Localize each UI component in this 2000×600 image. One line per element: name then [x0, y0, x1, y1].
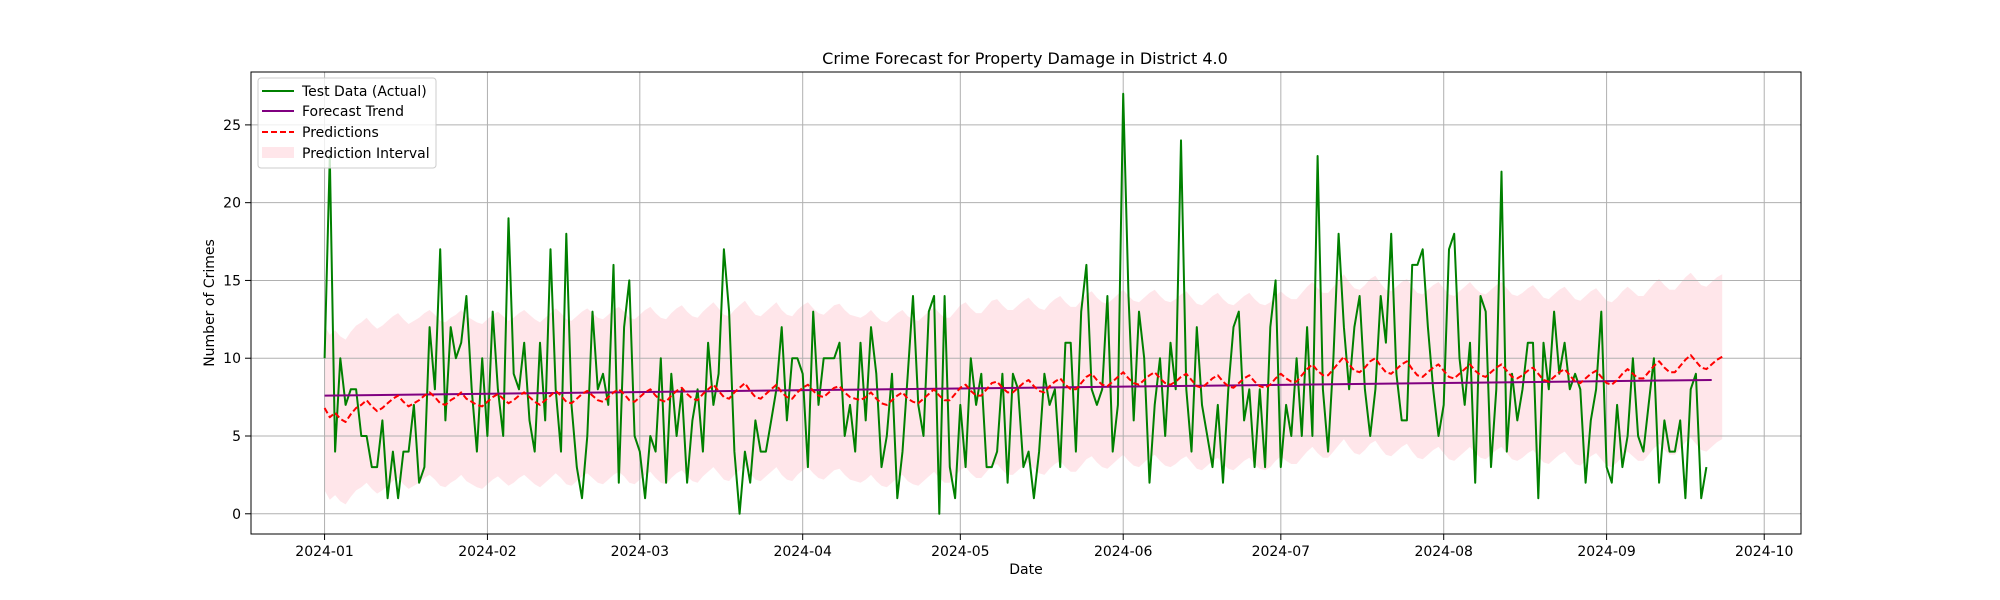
y-tick-label: 20 [223, 196, 241, 212]
series-line-predictions [323, 354, 1723, 423]
x-tick-label: 2024-05 [931, 544, 990, 560]
x-tick-label: 2024-06 [1094, 544, 1153, 560]
legend-label-test-data-actual: Test Data (Actual) [301, 84, 427, 100]
x-tick-label: 2024-03 [611, 544, 670, 560]
legend-label-forecast-trend: Forecast Trend [302, 104, 404, 120]
legend: Test Data (Actual) Forecast Trend Predic… [257, 77, 437, 169]
plot-frame [250, 71, 1802, 535]
chart-title: Crime Forecast for Property Damage in Di… [822, 49, 1228, 68]
x-tick-label: 2024-10 [1735, 544, 1794, 560]
x-axis-label: Date [1009, 562, 1042, 578]
x-tick-label: 2024-08 [1414, 544, 1473, 560]
series-line-test-data-actual [323, 92, 1708, 515]
y-tick-label: 10 [223, 351, 241, 367]
legend-swatch-prediction-interval [262, 147, 294, 158]
series-layer [323, 92, 1723, 515]
y-tick-label: 15 [223, 273, 241, 289]
legend-label-prediction-interval: Prediction Interval [302, 146, 430, 162]
y-axis: 0 5 10 15 20 25 [223, 118, 251, 523]
y-tick-label: 5 [232, 429, 241, 445]
legend-box [257, 77, 437, 169]
x-tick-label: 2024-09 [1577, 544, 1636, 560]
y-tick-label: 0 [232, 507, 241, 523]
x-tick-label: 2024-04 [773, 544, 832, 560]
y-tick-label: 25 [223, 118, 241, 134]
y-axis-label: Number of Crimes [202, 239, 218, 367]
x-tick-label: 2024-07 [1252, 544, 1311, 560]
legend-label-predictions: Predictions [302, 125, 379, 141]
x-tick-label: 2024-02 [458, 544, 517, 560]
x-tick-label: 2024-01 [295, 544, 354, 560]
plot-area [250, 71, 1802, 535]
series-line-forecast-trend [324, 379, 1712, 397]
x-axis: 2024-01 2024-02 2024-03 2024-04 2024-05 2024-… [295, 534, 1793, 560]
